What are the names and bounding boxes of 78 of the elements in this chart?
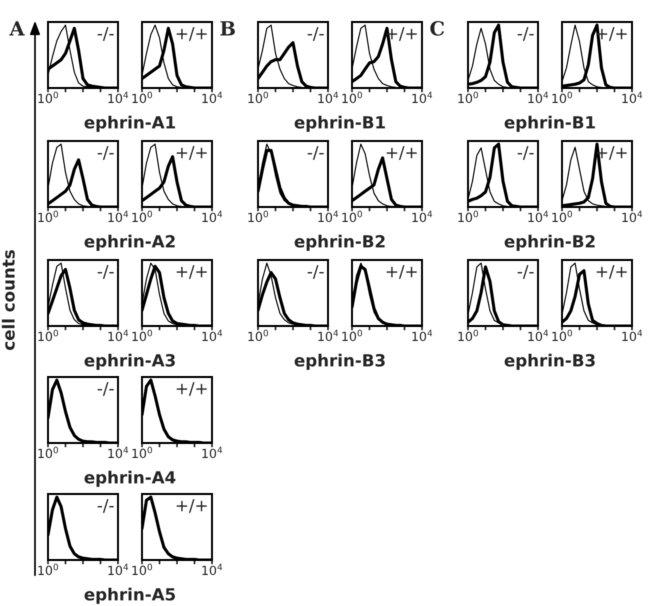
x-tick-label: 10$^{0}$ [458,210,478,222]
x-tick-label: 10$^{4}$ [412,92,432,104]
x-tick-label: 10$^{4}$ [108,446,128,458]
x-axis-title: ephrin-B1 [294,116,385,132]
annotation: -/- [98,27,114,41]
x-tick-label: 10$^{0}$ [458,92,478,104]
x-axis-title: ephrin-A4 [84,470,176,487]
x-tick-label: 10$^{0}$ [132,564,152,576]
x-tick-label: 10$^{0}$ [248,92,268,104]
x-axis-title: ephrin-A1 [84,116,176,132]
annotation: -/- [308,27,324,41]
x-tick-label: 10$^{4}$ [412,210,432,222]
x-axis-title: ephrin-A3 [84,354,175,370]
x-tick-label: 10$^{4}$ [318,210,338,222]
x-tick-label: 10$^{0}$ [552,210,572,222]
x-tick-label: 10$^{4}$ [108,210,128,222]
x-tick-label: 10$^{4}$ [202,446,222,458]
x-tick-label: 10$^{4}$ [622,330,642,342]
x-tick-label: 10$^{0}$ [38,210,58,222]
x-tick-label: 10$^{0}$ [342,210,362,222]
x-tick-label: 10$^{4}$ [202,330,222,342]
annotation: +/+ [176,499,207,513]
x-tick-label: 10$^{0}$ [132,330,152,342]
annotation: -/- [308,265,324,279]
annotation: -/- [98,382,114,396]
x-tick-label: 10$^{4}$ [622,92,642,104]
x-tick-label: 10$^{4}$ [202,210,222,222]
annotation: +/+ [176,382,207,396]
x-tick-label: 10$^{0}$ [38,446,58,458]
text: A [9,21,25,36]
annotation: -/- [518,146,534,160]
annotation: -/- [518,265,534,279]
x-tick-label: 10$^{0}$ [342,92,362,104]
x-tick-label: 10$^{4}$ [318,330,338,342]
x-tick-label: 10$^{0}$ [552,92,572,104]
x-tick-label: 10$^{4}$ [528,330,548,342]
x-tick-label: 10$^{4}$ [622,210,642,222]
x-tick-label: 10$^{4}$ [202,92,222,104]
annotation: +/+ [596,265,627,279]
annotation: +/+ [176,27,207,41]
x-tick-label: 10$^{0}$ [132,210,152,222]
annotation: -/- [518,27,534,41]
x-axis-title: ephrin-B3 [294,354,385,370]
annotation: +/+ [386,146,417,160]
x-tick-label: 10$^{0}$ [38,92,58,104]
annotation: +/+ [386,265,417,279]
x-tick-label: 10$^{0}$ [38,330,58,342]
x-tick-label: 10$^{4}$ [108,330,128,342]
annotation: +/+ [176,265,207,279]
annotation: -/- [98,499,114,513]
annotation: -/- [308,146,324,160]
text: C [430,21,444,36]
annotation: -/- [98,146,114,160]
x-tick-label: 10$^{4}$ [528,92,548,104]
x-tick-label: 10$^{0}$ [342,330,362,342]
x-axis-title: ephrin-A5 [84,588,175,604]
x-tick-label: 10$^{4}$ [412,330,432,342]
x-tick-label: 10$^{4}$ [318,92,338,104]
x-axis-title: ephrin-B2 [504,234,595,251]
x-tick-label: 10$^{4}$ [108,92,128,104]
annotation: +/+ [176,146,207,160]
x-axis-title: ephrin-B3 [504,354,595,370]
x-tick-label: 10$^{0}$ [458,330,478,342]
y-axis-title: cell counts [2,250,15,350]
x-tick-label: 10$^{4}$ [108,564,128,576]
x-tick-label: 10$^{0}$ [552,330,572,342]
x-tick-label: 10$^{4}$ [202,564,222,576]
x-tick-label: 10$^{4}$ [528,210,548,222]
x-axis-title: ephrin-B1 [504,116,595,132]
x-tick-label: 10$^{0}$ [248,210,268,222]
x-tick-label: 10$^{0}$ [248,330,268,342]
x-tick-label: 10$^{0}$ [132,92,152,104]
x-axis-title: ephrin-A2 [84,234,175,251]
x-axis-title: ephrin-B2 [294,234,385,251]
x-tick-label: 10$^{0}$ [38,564,58,576]
annotation: -/- [98,265,114,279]
text: B [220,21,235,36]
x-tick-label: 10$^{0}$ [132,446,152,458]
